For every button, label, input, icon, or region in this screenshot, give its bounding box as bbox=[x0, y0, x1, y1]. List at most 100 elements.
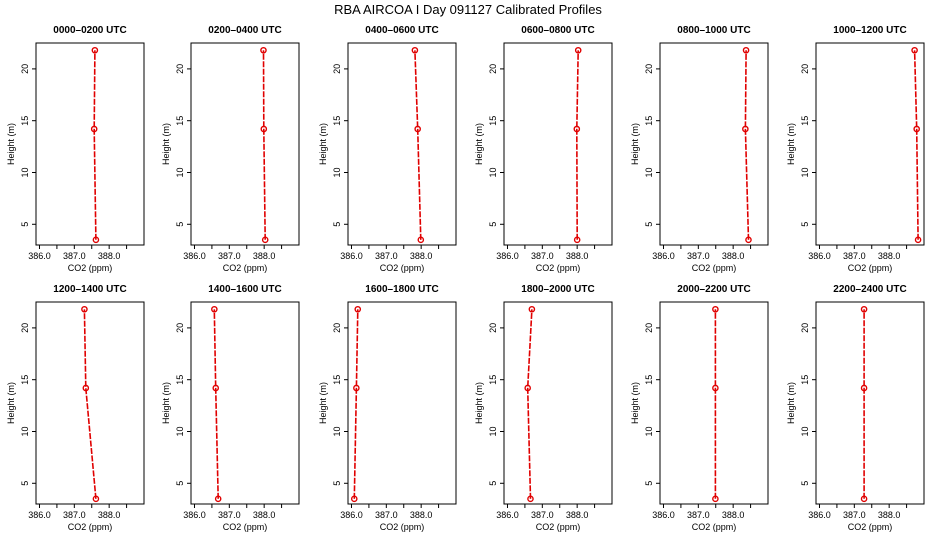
y-tick-label: 20 bbox=[488, 323, 498, 333]
x-tick-label: 386.0 bbox=[808, 510, 831, 520]
plot-frame bbox=[347, 42, 457, 246]
profile-line bbox=[913, 50, 919, 240]
profile-point bbox=[860, 305, 868, 313]
profile-point bbox=[414, 125, 421, 133]
profile-point bbox=[573, 125, 581, 133]
y-tick-label: 5 bbox=[488, 222, 498, 227]
profile-panel: 2200–2400 UTC 386.0 387.0 388.0 5 10 15 20 CO2 (… bbox=[786, 284, 925, 532]
y-tick-label: 15 bbox=[20, 116, 30, 126]
x-axis-label: CO2 (ppm) bbox=[68, 263, 113, 273]
x-tick-label: 387.0 bbox=[218, 510, 241, 520]
profile-point bbox=[745, 236, 752, 244]
panel-title: 2000–2200 UTC bbox=[677, 284, 750, 295]
panel-title: 1400–1600 UTC bbox=[208, 284, 281, 295]
profile-line bbox=[526, 309, 533, 499]
y-tick-label: 15 bbox=[175, 375, 185, 385]
profile-point bbox=[261, 236, 269, 244]
y-tick-label: 10 bbox=[175, 167, 185, 177]
x-axis-label: CO2 (ppm) bbox=[223, 522, 268, 532]
y-tick-label: 10 bbox=[20, 426, 30, 436]
y-axis-label: Height (m) bbox=[318, 382, 328, 424]
x-tick-label: 388.0 bbox=[566, 251, 589, 261]
profile-line bbox=[262, 50, 266, 240]
profile-line bbox=[353, 309, 359, 499]
plot-frame bbox=[347, 301, 457, 505]
y-tick-label: 20 bbox=[332, 323, 342, 333]
plot-frame bbox=[815, 301, 925, 505]
x-tick-label: 387.0 bbox=[843, 251, 866, 261]
y-tick-label: 10 bbox=[332, 426, 342, 436]
x-tick-label: 386.0 bbox=[340, 510, 363, 520]
x-tick-label: 388.0 bbox=[410, 251, 433, 261]
panel-title: 0200–0400 UTC bbox=[208, 25, 281, 36]
x-tick-label: 388.0 bbox=[566, 510, 589, 520]
plot-frame bbox=[35, 42, 145, 246]
x-tick-label: 387.0 bbox=[843, 510, 866, 520]
profile-point bbox=[90, 125, 98, 133]
y-tick-label: 15 bbox=[488, 116, 498, 126]
plot-frame bbox=[190, 301, 300, 505]
y-tick-label: 10 bbox=[800, 167, 810, 177]
plot-frame bbox=[503, 42, 613, 246]
y-tick-label: 15 bbox=[20, 375, 30, 385]
x-axis-label: CO2 (ppm) bbox=[848, 522, 893, 532]
x-tick-label: 388.0 bbox=[98, 510, 121, 520]
x-axis-label: CO2 (ppm) bbox=[692, 522, 737, 532]
plot-frame bbox=[190, 42, 300, 246]
profile-point bbox=[260, 125, 268, 133]
panel-grid: 0000–0200 UTC 386.0 387.0 388.0 5 10 15 20 CO2 (… bbox=[6, 25, 925, 532]
plot-frame bbox=[503, 301, 613, 505]
y-tick-label: 20 bbox=[20, 64, 30, 74]
x-tick-label: 388.0 bbox=[410, 510, 433, 520]
panel-title: 1000–1200 UTC bbox=[833, 25, 906, 36]
y-tick-label: 10 bbox=[488, 426, 498, 436]
y-tick-label: 20 bbox=[644, 64, 654, 74]
y-tick-label: 15 bbox=[644, 375, 654, 385]
profile-panel: 0200–0400 UTC 386.0 387.0 388.0 5 10 15 20 CO2 (… bbox=[161, 25, 300, 273]
y-tick-label: 10 bbox=[332, 167, 342, 177]
profile-point bbox=[411, 46, 419, 54]
y-tick-label: 15 bbox=[800, 375, 810, 385]
y-tick-label: 5 bbox=[332, 222, 342, 227]
profile-point bbox=[92, 495, 100, 503]
profile-point bbox=[712, 305, 719, 313]
y-tick-label: 15 bbox=[332, 116, 342, 126]
x-tick-label: 386.0 bbox=[183, 510, 206, 520]
y-axis-label: Height (m) bbox=[6, 123, 16, 165]
y-tick-label: 5 bbox=[20, 481, 30, 486]
y-tick-label: 5 bbox=[175, 481, 185, 486]
x-tick-label: 387.0 bbox=[63, 251, 86, 261]
y-tick-label: 5 bbox=[800, 222, 810, 227]
y-tick-label: 5 bbox=[20, 222, 30, 227]
x-axis-label: CO2 (ppm) bbox=[848, 263, 893, 273]
profile-line bbox=[213, 309, 219, 499]
profile-point bbox=[712, 495, 719, 503]
y-tick-label: 20 bbox=[20, 323, 30, 333]
figure-title: RBA AIRCOA I Day 091127 Calibrated Profi… bbox=[334, 2, 602, 17]
y-tick-label: 15 bbox=[175, 116, 185, 126]
profile-point bbox=[214, 495, 222, 503]
profile-panel: 1400–1600 UTC 386.0 387.0 388.0 5 10 15 20 CO2 (… bbox=[161, 284, 300, 532]
panel-title: 1200–1400 UTC bbox=[53, 284, 126, 295]
x-tick-label: 386.0 bbox=[183, 251, 206, 261]
profile-panel: 2000–2200 UTC 386.0 387.0 388.0 5 10 15 20 CO2 (… bbox=[630, 284, 769, 532]
y-axis-label: Height (m) bbox=[6, 382, 16, 424]
x-axis-label: CO2 (ppm) bbox=[380, 522, 425, 532]
panel-title: 0400–0600 UTC bbox=[365, 25, 438, 36]
profile-point bbox=[81, 305, 88, 313]
y-axis-label: Height (m) bbox=[474, 382, 484, 424]
y-axis-label: Height (m) bbox=[318, 123, 328, 165]
y-tick-label: 5 bbox=[488, 481, 498, 486]
x-tick-label: 386.0 bbox=[808, 251, 831, 261]
y-tick-label: 5 bbox=[644, 222, 654, 227]
y-tick-label: 20 bbox=[175, 64, 185, 74]
panel-title: 0600–0800 UTC bbox=[521, 25, 594, 36]
profile-line bbox=[744, 50, 750, 240]
x-tick-label: 386.0 bbox=[496, 510, 519, 520]
profile-panel: 1000–1200 UTC 386.0 387.0 388.0 5 10 15 20 CO2 (… bbox=[786, 25, 925, 273]
profile-line bbox=[83, 309, 97, 499]
profile-point bbox=[911, 46, 918, 54]
panel-title: 0000–0200 UTC bbox=[53, 25, 126, 36]
x-tick-label: 386.0 bbox=[28, 510, 51, 520]
